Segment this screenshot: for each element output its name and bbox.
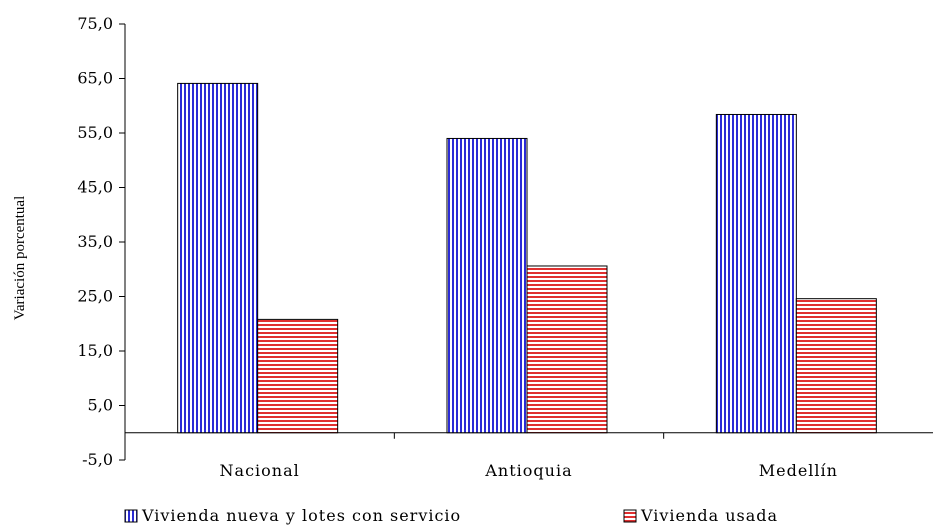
- bar-antioquia-series-0: [447, 138, 527, 432]
- y-tick-label: 35,0: [77, 232, 113, 251]
- bar-antioquia-series-1: [527, 266, 607, 433]
- y-tick-label: 45,0: [77, 178, 113, 197]
- y-tick-label: 5,0: [88, 396, 113, 415]
- category-label: Medellín: [759, 461, 838, 480]
- category-labels: Nacional Antioquia Medellín: [220, 461, 838, 480]
- bar-nacional-series-0: [178, 83, 258, 432]
- legend-item-vivienda-usada: Vivienda usada: [624, 506, 778, 525]
- bar-medell-n-series-1: [796, 299, 876, 433]
- y-tick-label: 65,0: [77, 69, 113, 88]
- legend-label-vivienda-usada: Vivienda usada: [640, 506, 778, 525]
- category-label: Nacional: [220, 461, 300, 480]
- y-tick-label: -5,0: [82, 450, 113, 469]
- x-ticks: [394, 433, 663, 439]
- y-axis-title: Variación porcentual: [12, 196, 28, 321]
- y-tick-label: 15,0: [77, 341, 113, 360]
- bar-nacional-series-1: [258, 319, 338, 432]
- y-ticks: -5,0 5,0 15,0 25,0 35,0 45,0 55,0 65,0 75,0: [77, 14, 125, 469]
- bars: [178, 83, 877, 432]
- legend: Vivienda nueva y lotes con servicio Vivi…: [125, 506, 778, 525]
- y-axis: -5,0 5,0 15,0 25,0 35,0 45,0 55,0 65,0 75,0: [77, 14, 125, 469]
- legend-label-vivienda-nueva: Vivienda nueva y lotes con servicio: [141, 506, 461, 525]
- y-tick-label: 25,0: [77, 287, 113, 306]
- y-tick-label: 75,0: [77, 14, 113, 33]
- bar-medell-n-series-0: [716, 114, 796, 432]
- legend-swatch-vivienda-usada: [624, 510, 636, 522]
- category-label: Antioquia: [484, 461, 572, 480]
- legend-swatch-vivienda-nueva: [125, 510, 137, 522]
- y-tick-label: 55,0: [77, 123, 113, 142]
- legend-item-vivienda-nueva: Vivienda nueva y lotes con servicio: [125, 506, 461, 525]
